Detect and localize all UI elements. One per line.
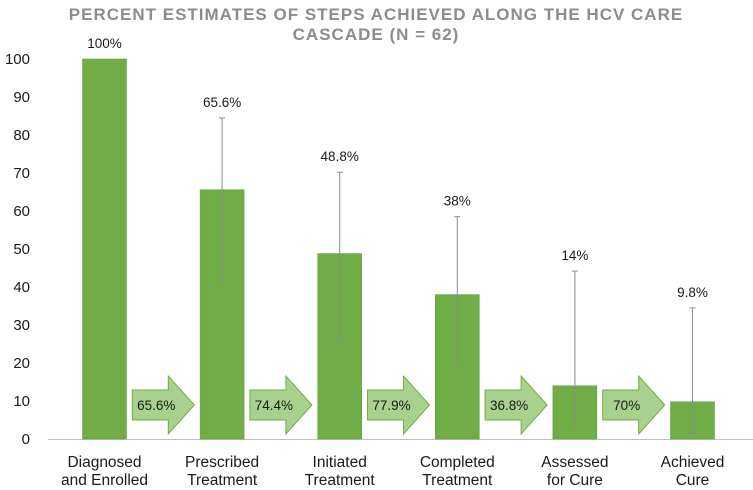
- step-conversion-label: 77.9%: [372, 398, 410, 413]
- data-label: 100%: [87, 36, 122, 51]
- y-tick-label: 60: [13, 203, 30, 220]
- category-label: and Enrolled: [61, 472, 148, 489]
- y-tick-label: 80: [13, 127, 30, 144]
- y-tick-label: 40: [13, 279, 30, 296]
- bar: [82, 58, 127, 440]
- category-label: Initiated: [313, 454, 367, 471]
- step-arrow: [602, 374, 666, 436]
- step-arrow: [367, 374, 431, 436]
- y-tick-label: 0: [22, 431, 30, 448]
- category-label: Achieved: [661, 454, 725, 471]
- step-arrow: [249, 374, 313, 436]
- category-label: Cure: [676, 472, 710, 489]
- y-tick-label: 100: [5, 51, 30, 68]
- category-label: Treatment: [187, 472, 258, 489]
- step-arrow: [484, 374, 548, 436]
- category-label: Completed: [420, 454, 495, 471]
- category-label: Diagnosed: [67, 454, 141, 471]
- category-label: Treatment: [422, 472, 493, 489]
- data-label: 38%: [444, 194, 471, 209]
- step-conversion-label: 74.4%: [255, 398, 293, 413]
- data-label: 9.8%: [677, 285, 708, 300]
- step-conversion-label: 36.8%: [490, 398, 528, 413]
- category-label: Prescribed: [185, 454, 259, 471]
- chart-title-line-2: CASCADE (N = 62): [293, 25, 460, 44]
- data-label: 48.8%: [321, 149, 359, 164]
- chart-title-line-1: PERCENT ESTIMATES OF STEPS ACHIEVED ALON…: [69, 5, 683, 24]
- step-arrow: [131, 374, 195, 436]
- data-label: 14%: [561, 248, 588, 263]
- category-label: Assessed: [541, 454, 608, 471]
- step-conversion-label: 65.6%: [137, 398, 175, 413]
- category-label: Treatment: [305, 472, 376, 489]
- y-tick-label: 50: [13, 241, 30, 258]
- y-tick-label: 90: [13, 89, 30, 106]
- y-tick-label: 10: [13, 393, 30, 410]
- y-tick-label: 20: [13, 355, 30, 372]
- y-tick-label: 70: [13, 165, 30, 182]
- step-conversion-label: 70%: [613, 398, 640, 413]
- y-tick-label: 30: [13, 317, 30, 334]
- category-label: for Cure: [547, 472, 603, 489]
- data-label: 65.6%: [203, 95, 241, 110]
